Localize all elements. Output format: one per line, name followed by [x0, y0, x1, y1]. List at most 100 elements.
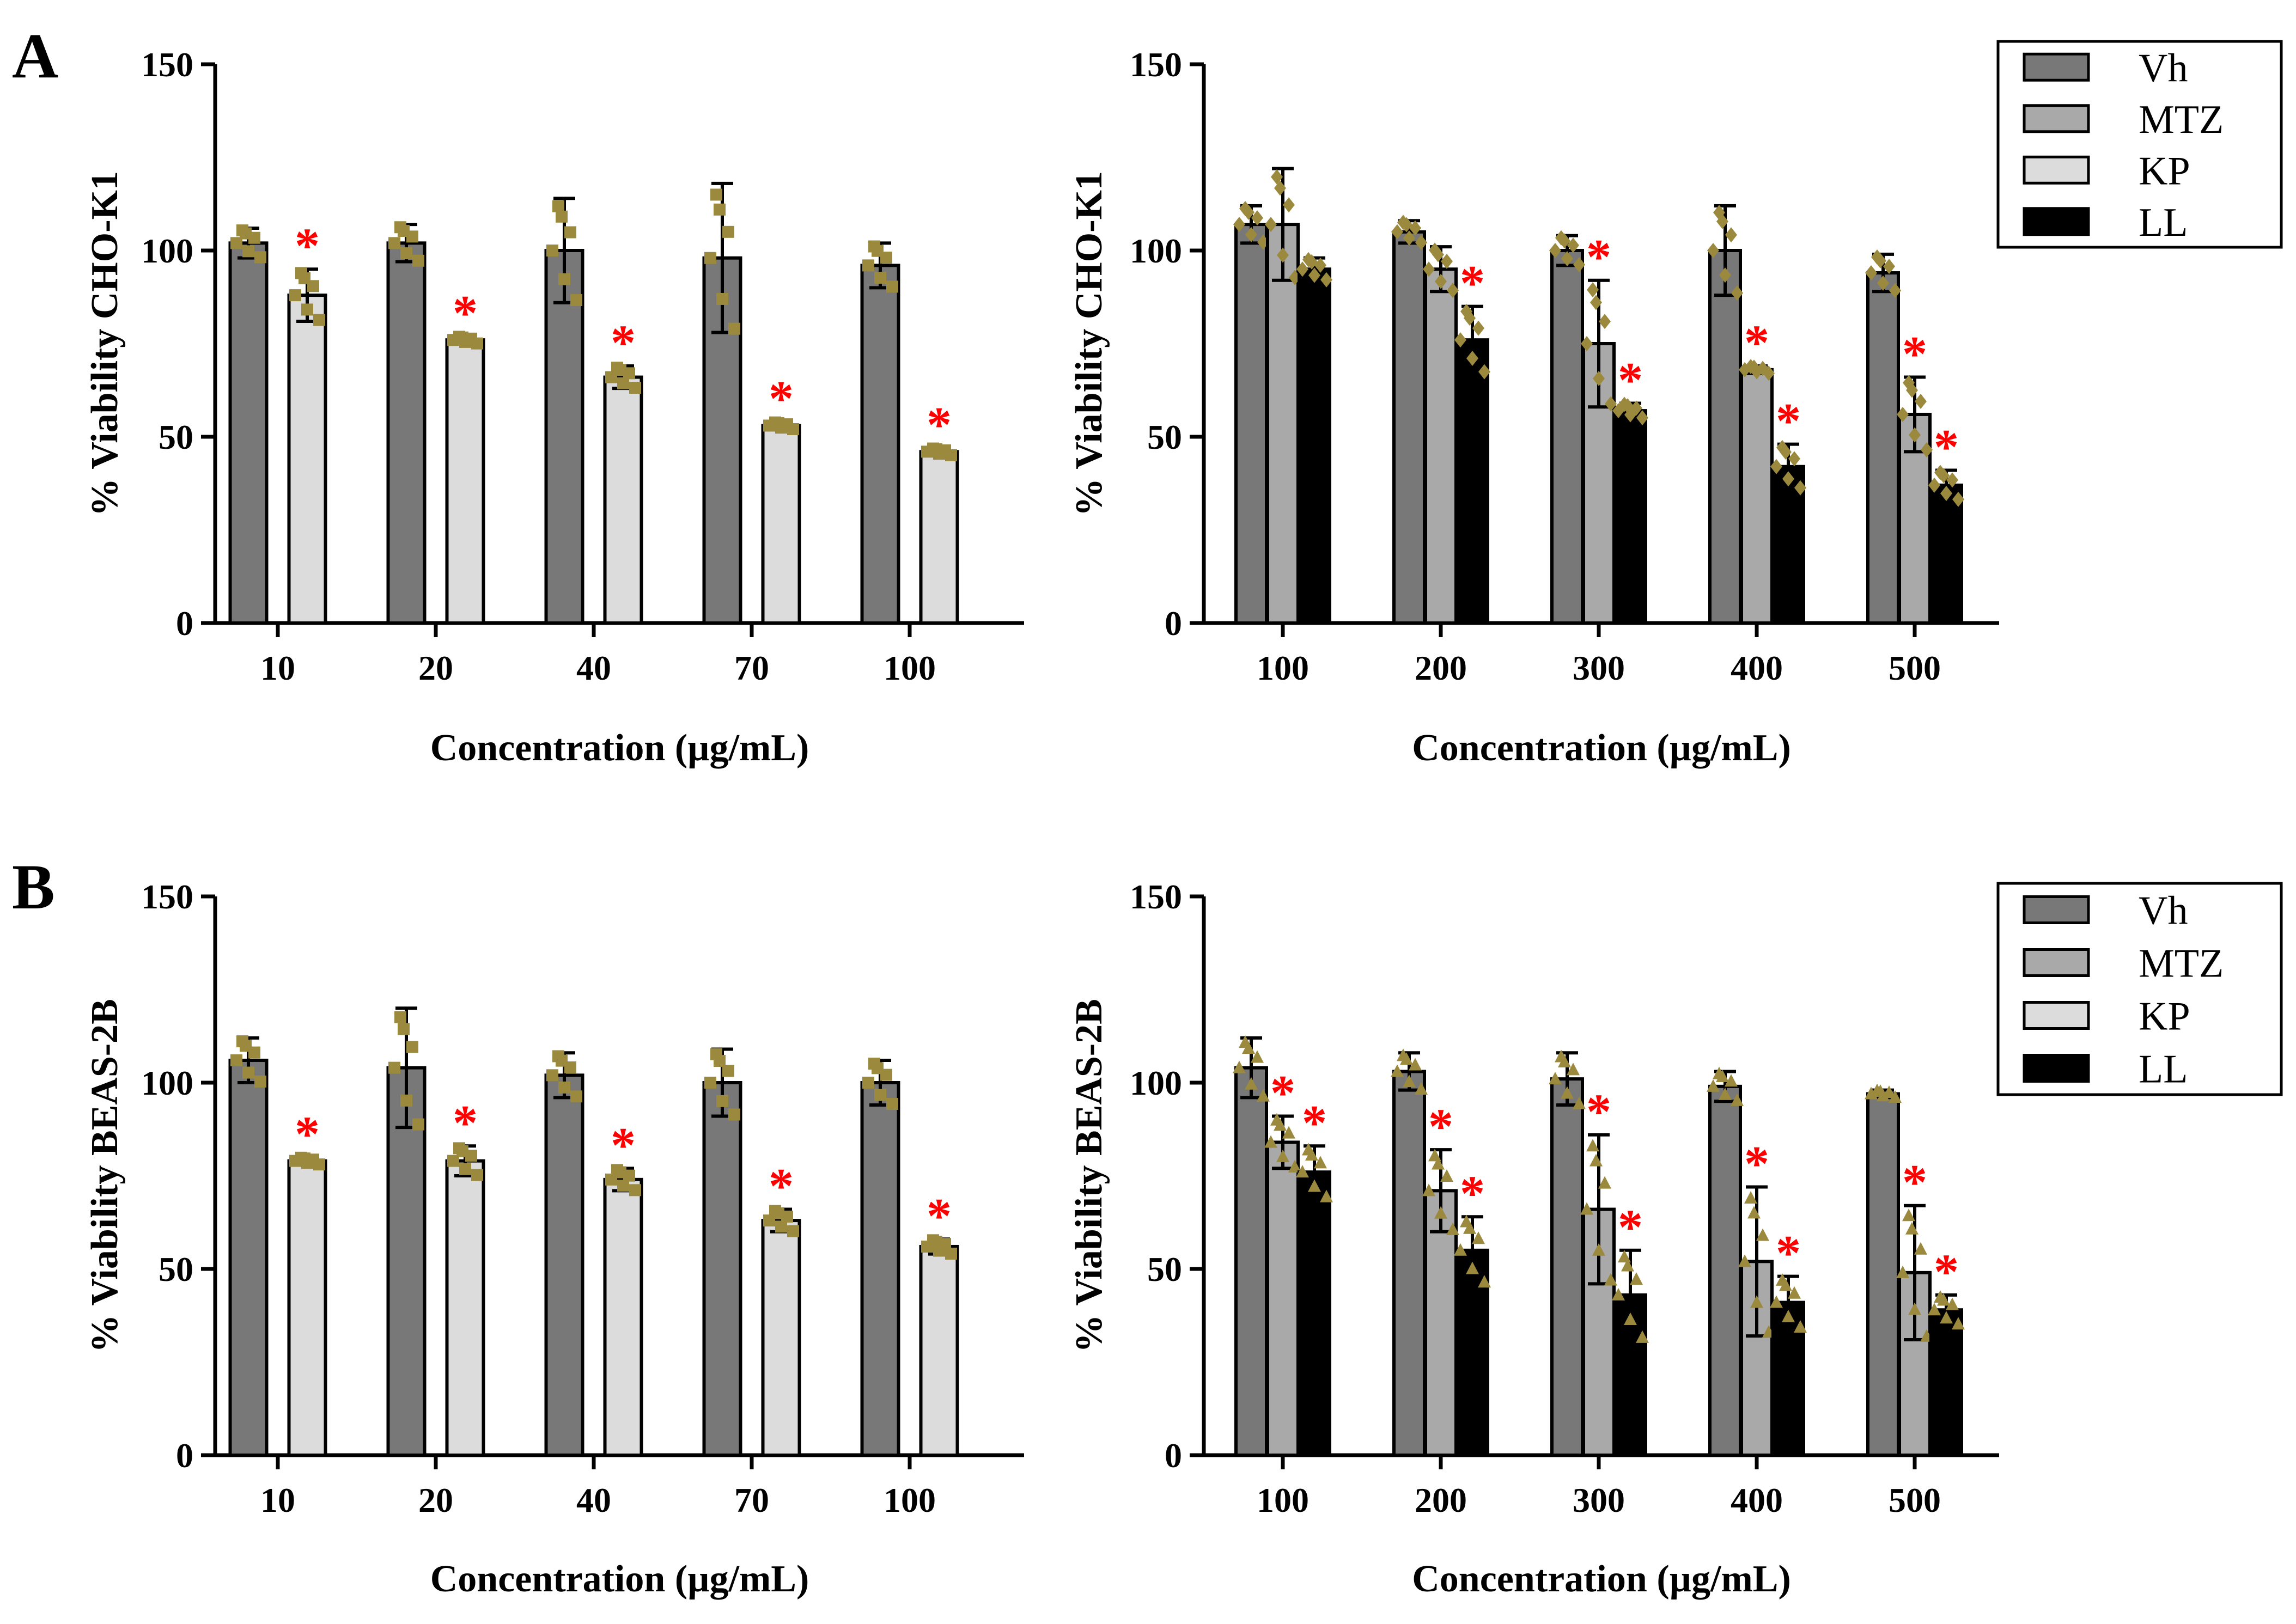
bar-kp-20: [445, 1159, 485, 1457]
data-point: [1573, 257, 1585, 272]
y-tick-label: 150: [141, 45, 193, 84]
data-point: [1605, 396, 1617, 412]
data-point: [388, 237, 400, 249]
x-tick-label: 200: [1415, 1481, 1467, 1519]
data-point: [1636, 1330, 1649, 1343]
data-point: [1909, 427, 1921, 443]
bar-kp-70: [761, 1219, 801, 1457]
data-point: [1233, 1060, 1246, 1073]
data-point: [930, 443, 942, 455]
legend-label-ll: LL: [2139, 1047, 2188, 1092]
significance-star: *: [1744, 1136, 1769, 1192]
data-point: [1391, 1064, 1404, 1077]
bar-vh-200: [1392, 1070, 1426, 1457]
data-point: [240, 227, 252, 240]
data-point: [412, 254, 424, 267]
significance-star: *: [295, 1106, 320, 1162]
data-point: [1282, 1126, 1295, 1139]
significance-star: *: [1270, 1065, 1295, 1121]
data-point: [1320, 272, 1332, 288]
panel-label-a: A: [12, 20, 58, 91]
data-point: [1915, 394, 1927, 410]
data-point: [1472, 1231, 1485, 1244]
data-point: [230, 1054, 242, 1066]
data-point: [1561, 1086, 1574, 1099]
data-point: [1725, 227, 1737, 243]
y-axis-title: % Viability CHO-K1: [1068, 171, 1110, 516]
data-point: [614, 1166, 626, 1179]
chart-b-left: 0 50 100 150 10 20 40 70 100 Concentration (µg/mL…: [84, 877, 1024, 1600]
data-point: [1770, 1295, 1783, 1308]
significance-star: *: [769, 371, 794, 426]
data-point: [1621, 1259, 1634, 1272]
data-point: [772, 417, 784, 430]
y-tick-label: 100: [141, 1064, 193, 1102]
data-point: [1314, 258, 1326, 273]
significance-star: *: [611, 315, 636, 370]
data-point: [1271, 169, 1283, 185]
data-point: [1245, 1077, 1258, 1090]
data-point: [1306, 254, 1318, 270]
data-point: [1478, 1275, 1491, 1288]
panel-label-b: B: [12, 851, 55, 923]
data-point: [242, 1066, 254, 1079]
data-point: [1788, 451, 1800, 467]
data-point: [1748, 359, 1760, 375]
data-point: [1937, 1293, 1950, 1306]
x-tick-label: 400: [1731, 649, 1783, 687]
bar-ll-300: [1613, 409, 1647, 625]
significance-star: *: [1460, 1165, 1485, 1221]
x-tick-label: 500: [1889, 649, 1941, 687]
data-point: [1747, 1206, 1761, 1219]
data-point: [1905, 1222, 1919, 1235]
data-point: [787, 1225, 799, 1237]
data-point: [558, 1081, 570, 1094]
y-tick-label: 100: [1130, 231, 1182, 270]
y-tick-label: 0: [176, 1436, 193, 1475]
data-point: [289, 289, 301, 302]
data-point: [1257, 1089, 1270, 1102]
data-point: [704, 1077, 716, 1089]
data-point: [1276, 1149, 1289, 1162]
data-point: [1233, 217, 1245, 233]
significance-star: *: [927, 397, 952, 453]
data-point: [1946, 472, 1958, 488]
data-point: [1561, 251, 1573, 267]
data-point: [1296, 261, 1308, 277]
data-point: [1432, 247, 1444, 262]
data-point: [1587, 282, 1599, 298]
data-point: [1906, 382, 1918, 398]
data-point: [1242, 1041, 1255, 1054]
data-point: [1296, 1165, 1309, 1178]
data-point: [872, 1062, 884, 1074]
data-point: [714, 203, 726, 216]
y-tick-label: 50: [159, 1250, 193, 1289]
data-point: [394, 1011, 406, 1023]
data-point: [1441, 253, 1453, 269]
x-tick-label: 200: [1415, 649, 1467, 687]
data-point: [1245, 227, 1257, 242]
bar-vh-70: [702, 1081, 742, 1457]
data-point: [1738, 1254, 1751, 1267]
data-point: [546, 245, 558, 257]
legend-label-ll: LL: [2139, 200, 2188, 245]
significance-star: *: [453, 1095, 478, 1150]
legend-swatch-mtz: [2023, 948, 2090, 977]
bar-kp-100: [919, 1244, 959, 1457]
bar-vh-400: [1708, 249, 1742, 625]
legend-swatch-kp: [2023, 1001, 2090, 1030]
x-tick-label: 300: [1573, 649, 1625, 687]
data-point: [1630, 400, 1642, 416]
data-point: [1581, 336, 1593, 351]
significance-star: *: [1776, 1225, 1801, 1281]
data-point: [716, 1095, 728, 1107]
data-point: [1434, 1206, 1447, 1219]
data-point: [406, 1041, 418, 1053]
data-point: [1780, 444, 1792, 460]
x-tick-label: 500: [1889, 1481, 1941, 1519]
y-tick-label: 150: [141, 877, 193, 916]
data-point: [398, 1023, 410, 1035]
data-point: [570, 1090, 582, 1103]
data-point: [1940, 485, 1952, 501]
